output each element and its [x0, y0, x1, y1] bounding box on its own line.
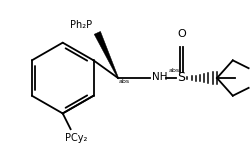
Text: PCy₂: PCy₂ [65, 133, 88, 143]
Text: abs: abs [168, 68, 179, 73]
Text: S: S [177, 71, 185, 84]
Text: Ph₂P: Ph₂P [70, 20, 92, 30]
Text: O: O [176, 29, 185, 39]
Text: abs: abs [118, 79, 130, 84]
Text: NH: NH [151, 72, 166, 82]
Polygon shape [94, 31, 118, 78]
